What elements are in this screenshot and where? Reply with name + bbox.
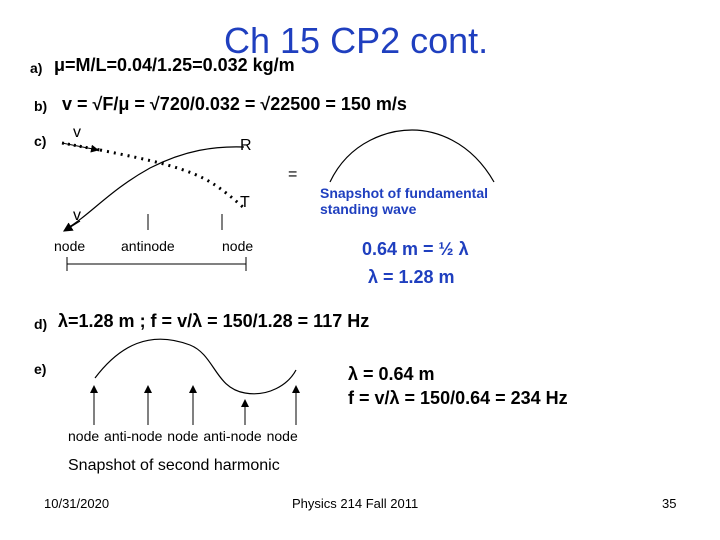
- part-b-text: v = √F/μ = √720/0.032 = √22500 = 150 m/s: [62, 94, 407, 114]
- reflected-wave-label: R: [240, 137, 252, 154]
- second-harmonic-caption: Snapshot of second harmonic: [68, 457, 280, 474]
- part-e-label: e): [34, 361, 47, 377]
- dotted-wave-curve: [99, 148, 245, 210]
- half-wavelength-eq: 0.64 m = ½ λ: [362, 239, 469, 259]
- footer-date: 10/31/2020: [44, 496, 110, 511]
- incident-pulse-arrow: [61, 141, 101, 153]
- velocity-label-bottom: v: [73, 207, 81, 224]
- fundamental-wave-arch: [329, 129, 495, 183]
- second-harmonic-arrows: [90, 385, 300, 425]
- wavelength-eq: λ = 1.28 m: [368, 267, 455, 287]
- velocity-label-top: v: [73, 124, 81, 141]
- slide-number: 35: [662, 496, 677, 511]
- node-right-label: node: [222, 238, 254, 254]
- page-title: Ch 15 CP2 cont.: [224, 20, 489, 61]
- part-d-label: d): [34, 316, 48, 332]
- node-left-label: node: [54, 238, 86, 254]
- part-a-text: μ=M/L=0.04/1.25=0.032 kg/m: [54, 55, 295, 75]
- part-d-text: λ=1.28 m ; f = v/λ = 150/1.28 = 117 Hz: [58, 311, 370, 331]
- harmonic-node-labels: node anti-node node anti-node node: [68, 428, 298, 444]
- solid-wave-curve: [65, 146, 245, 230]
- part-b-label: b): [34, 98, 48, 114]
- fundamental-caption-line1: Snapshot of fundamental: [320, 185, 488, 201]
- antinode-arrows: [147, 214, 223, 230]
- equals-sign: =: [288, 166, 298, 183]
- second-harmonic-wavelength: λ = 0.64 m: [348, 364, 435, 384]
- footer-course: Physics 214 Fall 2011: [292, 496, 419, 511]
- solid-wave-arrow: [62, 220, 81, 232]
- node-markers: [66, 257, 247, 271]
- part-a-label: a): [30, 60, 43, 76]
- second-harmonic-wave: [94, 338, 297, 395]
- part-c-label: c): [34, 133, 47, 149]
- antinode-label: antinode: [121, 238, 175, 254]
- fundamental-caption-line2: standing wave: [320, 201, 417, 217]
- transmitted-wave-label: T: [240, 194, 250, 211]
- fundamental-caption: Snapshot of fundamental standing wave: [320, 185, 488, 217]
- second-harmonic-frequency: f = v/λ = 150/0.64 = 234 Hz: [348, 388, 568, 408]
